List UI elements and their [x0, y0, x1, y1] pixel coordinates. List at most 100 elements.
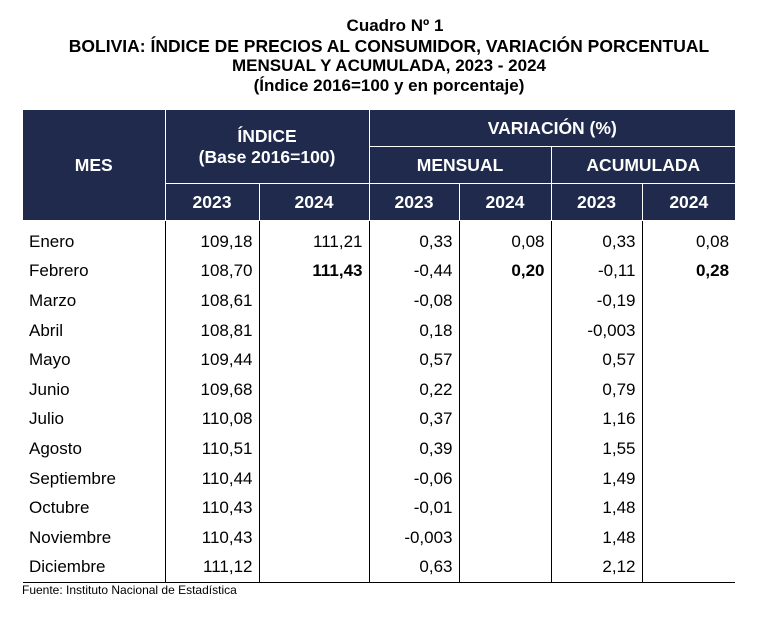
- cell-acumulada-2023: 1,48: [551, 493, 643, 523]
- cell-acumulada-2023: 0,57: [551, 345, 643, 375]
- cell-mensual-2023: 0,33: [369, 220, 460, 257]
- header-year: 2023: [369, 183, 460, 221]
- cell-mes: Junio: [23, 374, 166, 405]
- cell-mensual-2024: [459, 552, 552, 584]
- cell-indice-2023: 111,12: [165, 552, 260, 584]
- cell-indice-2023: 110,08: [165, 404, 260, 435]
- cell-acumulada-2024: 0,08: [695, 231, 730, 251]
- table-title: Cuadro Nº 1 BOLIVIA: ÍNDICE DE PRECIOS A…: [0, 16, 778, 96]
- cell-indice-2024: [259, 286, 370, 316]
- cell-acumulada-2024: [642, 552, 736, 584]
- table-row: Octubre 110,43 -0,01 1,48: [23, 493, 735, 523]
- cell-mensual-2024: [459, 463, 552, 494]
- title-line-1: Cuadro Nº 1: [346, 16, 444, 35]
- table-row: Junio 109,68 0,22 0,79: [23, 374, 735, 405]
- cell-indice-2024: [259, 522, 370, 553]
- cell-mes: Agosto: [23, 434, 166, 464]
- cell-acumulada-2023: 0,33: [551, 220, 643, 257]
- cell-mensual-2023: -0,01: [369, 493, 460, 523]
- cell-acumulada-2023: 1,49: [551, 463, 643, 494]
- cell-indice-2024: 111,43: [259, 256, 370, 287]
- cell-acumulada-2024: [642, 464, 735, 494]
- cell-mensual-2023: 0,63: [369, 552, 460, 584]
- cell-mes: Septiembre: [23, 463, 166, 494]
- cell-mensual-2024: [459, 315, 552, 346]
- cell-indice-2023: 109,18: [165, 220, 260, 257]
- cell-mensual-2024: [459, 522, 552, 553]
- table-row: Diciembre 111,12 0,63 2,12: [23, 552, 736, 584]
- cell-mensual-2023: -0,08: [369, 286, 460, 316]
- cell-mensual-2023: 0,18: [369, 315, 460, 346]
- cell-acumulada-2023: -0,11: [551, 256, 643, 287]
- cell-mensual-2023: -0,003: [369, 522, 460, 553]
- cell-mes: Febrero: [23, 256, 166, 287]
- cell-indice-2024: [259, 493, 370, 523]
- header-variacion: VARIACIÓN (%): [369, 110, 736, 147]
- cell-mensual-2024: [459, 434, 552, 464]
- cell-acumulada-2024: [642, 316, 735, 346]
- cell-indice-2023: 108,61: [165, 286, 260, 316]
- cell-acumulada-2024: [642, 493, 735, 523]
- source-note: Fuente: Instituto Nacional de Estadístic…: [22, 583, 237, 597]
- cell-acumulada-2023: -0,003: [551, 315, 643, 346]
- cell-mensual-2024: [459, 286, 552, 316]
- cell-indice-2023: 110,43: [165, 522, 260, 553]
- cell-mensual-2023: 0,22: [369, 374, 460, 405]
- title-line-2: BOLIVIA: ÍNDICE DE PRECIOS AL CONSUMIDOR…: [68, 36, 710, 56]
- cell-mensual-2024: [459, 493, 552, 523]
- cell-mes: Noviembre: [23, 522, 166, 553]
- cell-indice-2024: [259, 404, 370, 435]
- table-row: Enero 109,18 111,21 0,33 0,08 0,33 0,08: [23, 220, 735, 257]
- cell-acumulada-2023: 0,79: [551, 374, 643, 405]
- cell-mes: Diciembre: [23, 552, 166, 584]
- cell-acumulada-2023: 2,12: [551, 552, 643, 584]
- header-indice: ÍNDICE (Base 2016=100): [165, 110, 370, 184]
- cell-mensual-2023: -0,06: [369, 463, 460, 494]
- cell-mensual-2024: [459, 404, 552, 435]
- cell-mes: Mayo: [23, 345, 166, 375]
- cell-indice-2023: 110,51: [165, 434, 260, 464]
- cell-acumulada-2024: [642, 523, 735, 553]
- header-year: 2024: [642, 183, 736, 221]
- cell-mes: Enero: [23, 220, 166, 257]
- header-acumulada: ACUMULADA: [551, 146, 736, 184]
- cell-indice-2023: 109,68: [165, 374, 260, 405]
- cell-acumulada-2023: -0,19: [551, 286, 643, 316]
- cell-indice-2024: [259, 434, 370, 464]
- table-row: Marzo 108,61 -0,08 -0,19: [23, 286, 735, 316]
- title-line-3: MENSUAL Y ACUMULADA, 2023 - 2024: [232, 56, 546, 75]
- cell-acumulada-2023: 1,16: [551, 404, 643, 435]
- table-row: Abril 108,81 0,18 -0,003: [23, 315, 735, 346]
- header-mensual: MENSUAL: [369, 146, 552, 184]
- cell-indice-2023: 108,70: [165, 256, 260, 287]
- header-year: 2023: [165, 183, 260, 221]
- cell-indice-2024: [259, 345, 370, 375]
- cell-mensual-2024: [459, 374, 552, 405]
- cell-indice-2024: [259, 463, 370, 494]
- header-indice-label: ÍNDICE: [237, 125, 297, 146]
- cell-indice-2024: 111,21: [259, 220, 370, 257]
- cell-mes: Julio: [23, 404, 166, 435]
- cell-mensual-2024: [459, 345, 552, 375]
- table-row: Agosto 110,51 0,39 1,55: [23, 434, 735, 464]
- cell-acumulada-2024: 0,28: [695, 261, 730, 281]
- cell-acumulada-2023: 1,55: [551, 434, 643, 464]
- cpi-table: MES ÍNDICE (Base 2016=100) VARIACIÓN (%)…: [23, 110, 736, 584]
- cell-mensual-2023: 0,57: [369, 345, 460, 375]
- cell-mensual-2023: 0,39: [369, 434, 460, 464]
- cell-indice-2024: [259, 315, 370, 346]
- header-indice-base: (Base 2016=100): [198, 146, 336, 167]
- cell-indice-2024: [259, 552, 370, 584]
- header-year: 2023: [551, 183, 643, 221]
- cell-acumulada-2023: 1,48: [551, 522, 643, 553]
- cell-acumulada-2024: [642, 405, 735, 435]
- table-row: Julio 110,08 0,37 1,16: [23, 404, 735, 435]
- cell-indice-2023: 110,43: [165, 493, 260, 523]
- cell-acumulada-2024: [642, 286, 735, 316]
- cell-mensual-2024: 0,08: [459, 220, 552, 257]
- cell-indice-2023: 108,81: [165, 315, 260, 346]
- table-row: Febrero 108,70 111,43 -0,44 0,20 -0,11 0,28: [23, 256, 735, 287]
- cell-mes: Octubre: [23, 493, 166, 523]
- cell-mensual-2023: -0,44: [369, 256, 460, 287]
- table-row: Noviembre 110,43 -0,003 1,48: [23, 522, 735, 553]
